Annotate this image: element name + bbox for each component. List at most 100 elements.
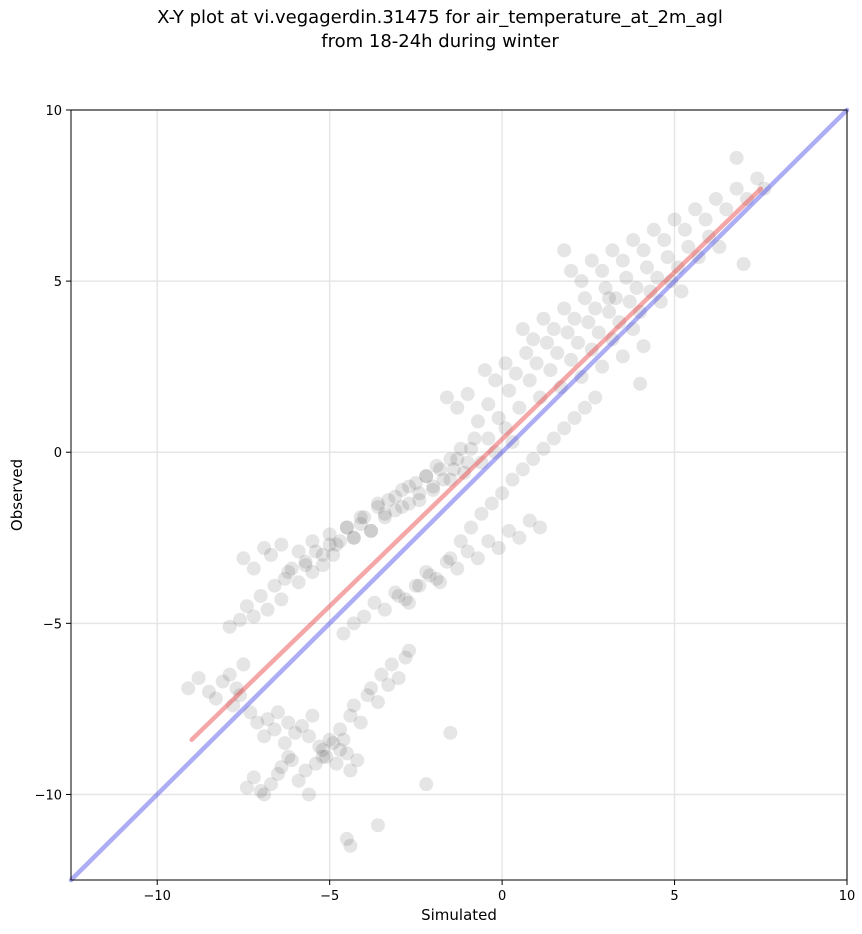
data-point — [305, 708, 320, 723]
data-point — [381, 493, 396, 508]
x-axis-label: Simulated — [421, 906, 497, 924]
data-point — [450, 400, 465, 415]
data-point — [239, 599, 254, 614]
data-point — [560, 325, 575, 340]
data-point — [370, 496, 385, 511]
data-point — [284, 561, 299, 576]
data-point — [191, 671, 206, 686]
data-point — [364, 681, 379, 696]
data-point — [401, 643, 416, 658]
data-point — [367, 595, 382, 610]
data-point — [353, 517, 368, 532]
data-point — [584, 342, 599, 357]
data-point — [667, 212, 682, 227]
data-point — [288, 725, 303, 740]
data-point — [305, 565, 320, 579]
data-point — [577, 291, 592, 306]
data-point — [595, 263, 610, 278]
data-point — [281, 749, 296, 764]
data-point — [443, 551, 458, 566]
data-point — [574, 274, 589, 289]
data-point — [364, 523, 379, 538]
data-point — [291, 575, 306, 590]
data-point — [612, 315, 627, 330]
data-point — [495, 486, 510, 501]
data-point — [526, 332, 541, 347]
data-point — [343, 763, 358, 778]
data-point — [436, 472, 451, 487]
data-point — [370, 499, 385, 514]
data-point — [698, 212, 713, 227]
data-point — [239, 780, 254, 795]
data-point — [502, 383, 517, 398]
data-point — [498, 421, 513, 436]
data-point — [577, 400, 592, 415]
data-point — [301, 729, 316, 744]
data-point — [481, 431, 496, 446]
data-point — [281, 715, 296, 730]
data-point — [557, 421, 572, 436]
x-tick-label: −5 — [320, 889, 339, 904]
data-point — [329, 537, 344, 552]
reference-lines — [68, 107, 850, 883]
data-point — [564, 352, 579, 367]
data-point — [502, 523, 517, 538]
data-point — [526, 452, 541, 467]
data-point — [388, 489, 403, 504]
data-point — [315, 558, 330, 573]
data-point — [739, 191, 754, 206]
data-point — [567, 411, 582, 425]
data-points — [181, 150, 772, 853]
data-point — [295, 719, 310, 733]
data-point — [729, 181, 744, 196]
data-point — [636, 243, 651, 258]
data-point — [422, 568, 437, 583]
data-point — [446, 462, 461, 477]
data-point — [312, 739, 327, 754]
data-point — [401, 496, 416, 511]
data-point — [391, 671, 406, 686]
data-point — [388, 503, 403, 518]
data-point — [374, 667, 389, 682]
data-point — [419, 565, 434, 579]
data-point — [353, 715, 368, 730]
data-point — [460, 387, 475, 402]
data-point — [181, 681, 196, 696]
data-point — [326, 547, 341, 562]
y-axis-label: Observed — [8, 459, 26, 531]
y-tick-label: 10 — [45, 104, 62, 119]
data-point — [257, 787, 272, 802]
data-point — [319, 749, 334, 764]
data-point — [315, 742, 330, 757]
data-point — [439, 554, 454, 569]
data-point — [257, 729, 272, 744]
data-point — [522, 373, 537, 388]
data-point — [253, 784, 268, 799]
data-point — [267, 578, 282, 593]
data-point — [298, 554, 313, 569]
data-point — [384, 657, 399, 672]
data-point — [277, 736, 292, 751]
y-tick-label: 0 — [54, 446, 62, 461]
data-point — [439, 390, 454, 405]
data-point — [712, 239, 727, 254]
data-point — [322, 732, 337, 747]
data-point — [357, 609, 372, 624]
data-point — [277, 571, 292, 586]
data-point — [401, 479, 416, 494]
data-point — [291, 544, 306, 559]
x-tick-label: 5 — [670, 889, 678, 904]
data-point — [408, 578, 423, 593]
data-point — [443, 725, 458, 740]
data-point — [474, 455, 489, 470]
data-point — [377, 602, 392, 617]
data-point — [333, 742, 348, 757]
data-point — [481, 534, 496, 549]
data-point — [453, 534, 468, 549]
data-point — [460, 544, 475, 559]
data-point — [512, 530, 527, 545]
data-point — [229, 681, 244, 696]
data-point — [646, 222, 661, 237]
data-point — [539, 335, 554, 350]
chart-title-line-1: X-Y plot at vi.vegagerdin.31475 for air_… — [157, 7, 723, 28]
